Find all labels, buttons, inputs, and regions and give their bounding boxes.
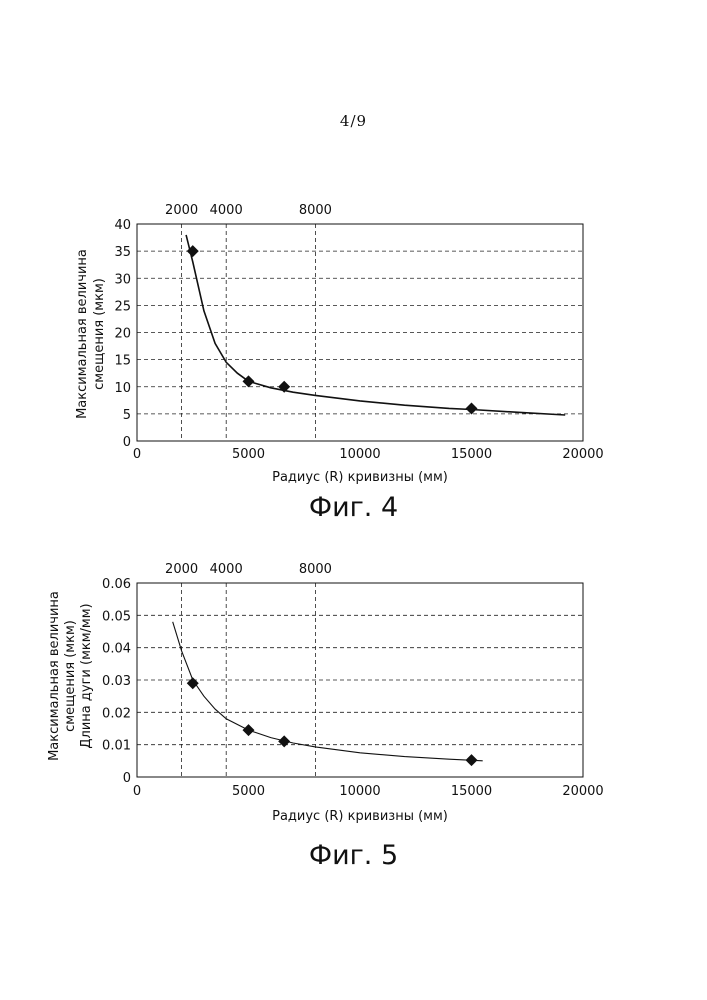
figure-4: 2000 4000 8000 0 5 10 15 20 25 30 35 40 0 5000 10000 15… (0, 0, 707, 540)
top-marker-label: 4000 (210, 562, 243, 577)
y-tick-label: 30 (114, 272, 131, 287)
trend-curve (186, 235, 565, 415)
x-tick-label: 0 (133, 447, 141, 462)
y-tick-label: 0 (123, 771, 131, 786)
y-tick-label: 0.02 (102, 706, 131, 721)
y-tick-label: 5 (123, 408, 131, 423)
y-tick-label: 40 (114, 218, 131, 233)
data-point (466, 402, 478, 414)
y-axis-label: смещения (мкм) (63, 620, 78, 732)
x-tick-label: 15000 (451, 784, 492, 799)
y-axis-label: Максимальная величина (75, 249, 90, 419)
figure-caption: Фиг. 5 (0, 840, 707, 871)
x-tick-label: 5000 (232, 447, 265, 462)
x-axis-label: Радиус (R) кривизны (мм) (272, 470, 448, 485)
top-marker-label: 4000 (210, 203, 243, 218)
y-axis-label: смещения (мкм) (92, 278, 107, 390)
top-marker-label: 2000 (165, 562, 198, 577)
y-axis-label: Длина дуги (мкм/мм) (79, 603, 94, 748)
x-tick-label: 20000 (562, 447, 603, 462)
x-tick-label: 10000 (339, 784, 380, 799)
figure-5: 2000 4000 8000 0 0.01 0.02 0.03 0.04 0.05 0.06 0 50… (0, 540, 707, 900)
y-tick-label: 0 (123, 435, 131, 450)
data-point (278, 735, 290, 747)
data-point (466, 754, 478, 766)
x-tick-label: 0 (133, 784, 141, 799)
y-axis-label: Максимальная величина (47, 591, 62, 761)
y-tick-label: 0.05 (102, 609, 131, 624)
x-tick-label: 10000 (339, 447, 380, 462)
figure-caption: Фиг. 4 (0, 492, 707, 523)
data-point (187, 677, 199, 689)
y-tick-label: 0.01 (102, 739, 131, 754)
y-tick-label: 0.03 (102, 674, 131, 689)
top-marker-label: 8000 (299, 203, 332, 218)
trend-curve (173, 622, 483, 761)
y-tick-label: 0.06 (102, 577, 131, 592)
data-point (243, 375, 255, 387)
y-tick-label: 15 (114, 354, 131, 369)
top-marker-label: 2000 (165, 203, 198, 218)
y-tick-label: 10 (114, 381, 131, 396)
data-point (243, 724, 255, 736)
x-tick-label: 15000 (451, 447, 492, 462)
chart-fig-4: 2000 4000 8000 0 5 10 15 20 25 30 35 40 0 5000 10000 15… (0, 0, 707, 540)
x-axis-label: Радиус (R) кривизны (мм) (272, 809, 448, 824)
y-tick-label: 25 (114, 299, 131, 314)
x-tick-label: 5000 (232, 784, 265, 799)
y-tick-label: 35 (114, 245, 131, 260)
x-tick-label: 20000 (562, 784, 603, 799)
y-tick-label: 0.04 (102, 642, 131, 657)
top-marker-label: 8000 (299, 562, 332, 577)
y-tick-label: 20 (114, 327, 131, 342)
